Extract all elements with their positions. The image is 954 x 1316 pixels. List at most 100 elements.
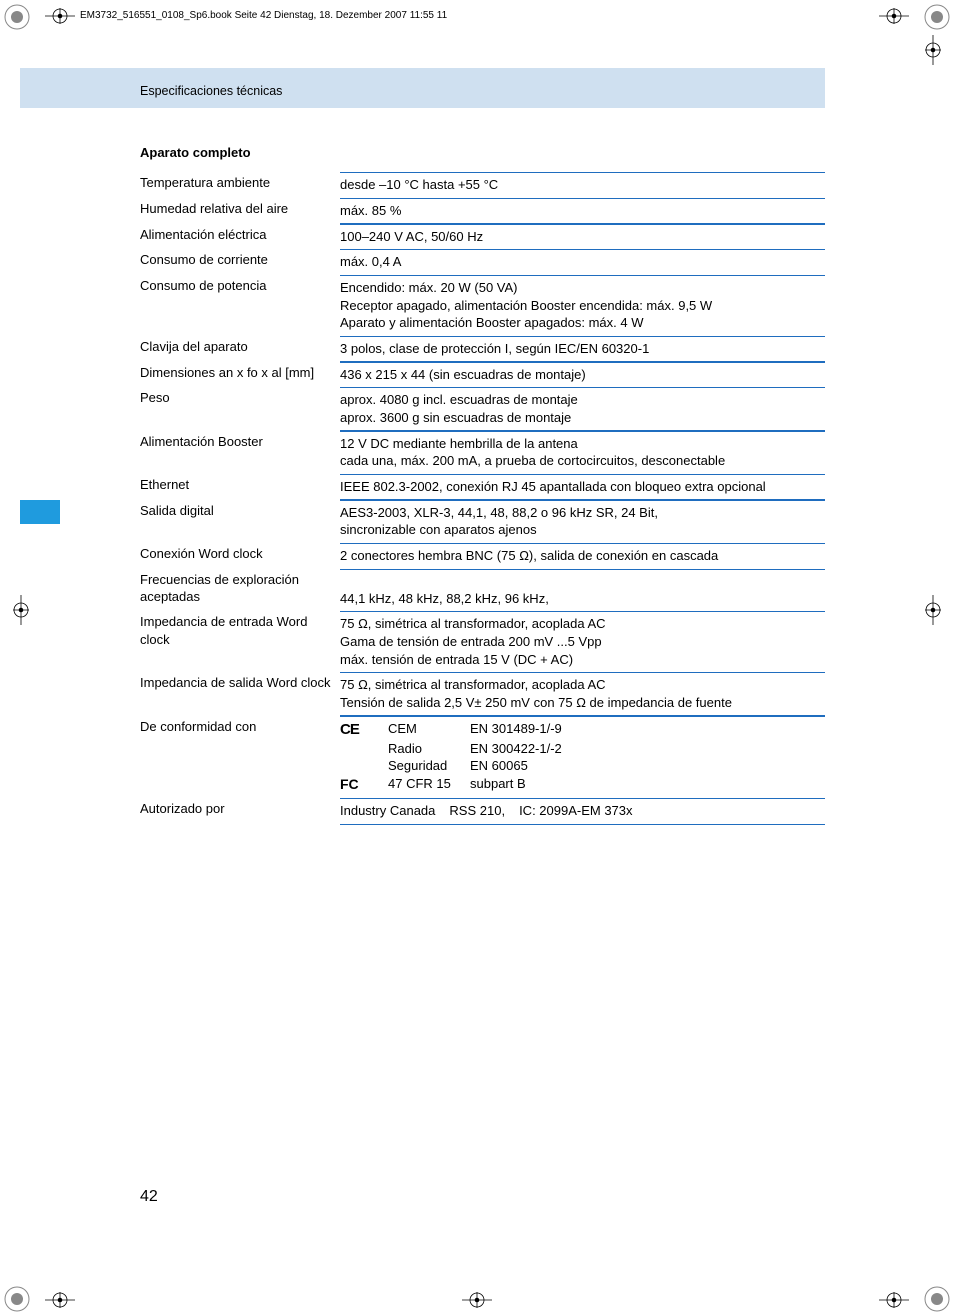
spec-value: Industry CanadaRSS 210,IC: 2099A-EM 373x xyxy=(340,798,825,825)
content-area: Aparato completo Temperatura ambientedes… xyxy=(140,145,825,824)
spec-value-line: AES3-2003, XLR-3, 44,1, 48, 88,2 o 96 kH… xyxy=(340,504,825,522)
spec-value: desde –10 °C hasta +55 °C xyxy=(340,172,825,199)
spec-value: 2 conectores hembra BNC (75 Ω), salida d… xyxy=(340,543,825,570)
spec-value: máx. 85 % xyxy=(340,198,825,225)
spec-value: aprox. 4080 g incl. escuadras de montaje… xyxy=(340,387,825,431)
spec-label: Consumo de potencia xyxy=(140,275,340,295)
spec-label: Impedancia de salida Word clock xyxy=(140,672,340,692)
spec-value-line: 436 x 215 x 44 (sin escuadras de montaje… xyxy=(340,366,825,384)
register-cross-icon xyxy=(462,1290,492,1310)
spec-value: 436 x 215 x 44 (sin escuadras de montaje… xyxy=(340,362,825,389)
spec-label: De conformidad con xyxy=(140,716,340,736)
spec-value-line: Aparato y alimentación Booster apagados:… xyxy=(340,314,825,332)
spec-value: máx. 0,4 A xyxy=(340,249,825,276)
crop-mark-icon xyxy=(922,1284,952,1314)
spec-value-line: 75 Ω, simétrica al transformador, acopla… xyxy=(340,615,825,633)
spec-label: Humedad relativa del aire xyxy=(140,198,340,218)
crop-mark-icon xyxy=(2,2,32,32)
spec-row: Impedancia de entrada Word clock75 Ω, si… xyxy=(140,611,825,672)
register-cross-icon xyxy=(45,1290,75,1310)
register-cross-icon xyxy=(923,595,943,625)
spec-label: Alimentación eléctrica xyxy=(140,224,340,244)
spec-label: Frecuencias de exploración aceptadas xyxy=(140,569,340,606)
register-cross-icon xyxy=(879,1290,909,1310)
spec-value-line: cada una, máx. 200 mA, a prueba de corto… xyxy=(340,452,825,470)
conformity-category: 47 CFR 15 xyxy=(388,775,470,794)
register-cross-icon xyxy=(879,6,909,26)
authorized-part: IC: 2099A-EM 373x xyxy=(519,803,632,818)
conformity-category: CEM xyxy=(388,720,470,740)
side-color-tab xyxy=(20,500,60,524)
spec-label: Ethernet xyxy=(140,474,340,494)
crop-mark-icon xyxy=(922,2,952,32)
spec-row: Consumo de potenciaEncendido: máx. 20 W … xyxy=(140,275,825,336)
section-title: Aparato completo xyxy=(140,145,825,160)
spec-value: 75 Ω, simétrica al transformador, acopla… xyxy=(340,611,825,673)
spec-label: Alimentación Booster xyxy=(140,431,340,451)
spec-value-line: Encendido: máx. 20 W (50 VA) xyxy=(340,279,825,297)
spec-value: 12 V DC mediante hembrilla de la antenac… xyxy=(340,431,825,475)
spec-row: Consumo de corrientemáx. 0,4 A xyxy=(140,249,825,275)
spec-value: Encendido: máx. 20 W (50 VA)Receptor apa… xyxy=(340,275,825,337)
spec-row: Clavija del aparato3 polos, clase de pro… xyxy=(140,336,825,362)
ce-mark-icon: CE xyxy=(340,720,388,740)
header-band: Especificaciones técnicas xyxy=(20,68,825,108)
spec-value-line: Tensión de salida 2,5 V± 250 mV con 75 Ω… xyxy=(340,694,825,712)
spec-value-line: 3 polos, clase de protección I, según IE… xyxy=(340,340,825,358)
spec-label: Peso xyxy=(140,387,340,407)
conformity-category: Seguridad xyxy=(388,757,470,775)
spec-label: Dimensiones an x fo x al [mm] xyxy=(140,362,340,382)
spec-value: 3 polos, clase de protección I, según IE… xyxy=(340,336,825,363)
conformity-standard: subpart B xyxy=(470,775,825,794)
spec-row-authorized: Autorizado por Industry CanadaRSS 210,IC… xyxy=(140,798,825,824)
conformity-standard: EN 301489-1/-9 xyxy=(470,720,825,740)
spec-value-line: máx. 0,4 A xyxy=(340,253,825,271)
spec-value: AES3-2003, XLR-3, 44,1, 48, 88,2 o 96 kH… xyxy=(340,500,825,544)
spec-row: Pesoaprox. 4080 g incl. escuadras de mon… xyxy=(140,387,825,430)
register-cross-icon xyxy=(11,595,31,625)
spec-value-line: 44,1 kHz, 48 kHz, 88,2 kHz, 96 kHz, xyxy=(340,590,825,608)
spec-value: CECEMEN 301489-1/-9 RadioEN 300422-1/-2 … xyxy=(340,716,825,799)
spec-value-line: desde –10 °C hasta +55 °C xyxy=(340,176,825,194)
spec-value: 100–240 V AC, 50/60 Hz xyxy=(340,224,825,251)
spec-row: Temperatura ambientedesde –10 °C hasta +… xyxy=(140,172,825,198)
spec-label: Conexión Word clock xyxy=(140,543,340,563)
register-cross-icon xyxy=(45,6,75,26)
conformity-standard: EN 300422-1/-2 xyxy=(470,740,825,758)
spec-label: Autorizado por xyxy=(140,798,340,818)
spec-value-line: Gama de tensión de entrada 200 mV ...5 V… xyxy=(340,633,825,651)
spec-label: Consumo de corriente xyxy=(140,249,340,269)
spec-label: Clavija del aparato xyxy=(140,336,340,356)
spec-value-line: 2 conectores hembra BNC (75 Ω), salida d… xyxy=(340,547,825,565)
spec-row: Salida digitalAES3-2003, XLR-3, 44,1, 48… xyxy=(140,500,825,543)
spec-value-line: 100–240 V AC, 50/60 Hz xyxy=(340,228,825,246)
crop-mark-icon xyxy=(2,1284,32,1314)
fcc-mark-icon: FC xyxy=(340,775,388,794)
spec-row: Impedancia de salida Word clock75 Ω, sim… xyxy=(140,672,825,715)
blank-cell xyxy=(340,740,388,758)
page-number: 42 xyxy=(140,1188,158,1206)
spec-value-line: aprox. 4080 g incl. escuadras de montaje xyxy=(340,391,825,409)
spec-row: Dimensiones an x fo x al [mm]436 x 215 x… xyxy=(140,362,825,388)
spec-row: Alimentación eléctrica100–240 V AC, 50/6… xyxy=(140,224,825,250)
spec-row: EthernetIEEE 802.3-2002, conexión RJ 45 … xyxy=(140,474,825,500)
spec-value: IEEE 802.3-2002, conexión RJ 45 apantall… xyxy=(340,474,825,501)
spec-value-line: máx. tensión de entrada 15 V (DC + AC) xyxy=(340,651,825,669)
conformity-standard: EN 60065 xyxy=(470,757,825,775)
spec-value-line: 75 Ω, simétrica al transformador, acopla… xyxy=(340,676,825,694)
spec-label: Salida digital xyxy=(140,500,340,520)
spec-row: Frecuencias de exploración aceptadas44,1… xyxy=(140,569,825,612)
conformity-category: Radio xyxy=(388,740,470,758)
spec-value-line: IEEE 802.3-2002, conexión RJ 45 apantall… xyxy=(340,478,825,496)
spec-row: Conexión Word clock2 conectores hembra B… xyxy=(140,543,825,569)
book-meta-line: EM3732_516551_0108_Sp6.book Seite 42 Die… xyxy=(80,10,447,21)
spec-label: Temperatura ambiente xyxy=(140,172,340,192)
spec-value-line: 12 V DC mediante hembrilla de la antena xyxy=(340,435,825,453)
register-cross-icon xyxy=(923,35,943,65)
spec-label: Impedancia de entrada Word clock xyxy=(140,611,340,648)
header-title: Especificaciones técnicas xyxy=(140,84,282,98)
spec-value-line: sincronizable con aparatos ajenos xyxy=(340,521,825,539)
spec-value-line: aprox. 3600 g sin escuadras de montaje xyxy=(340,409,825,427)
authorized-part: Industry Canada xyxy=(340,803,435,818)
spec-row: Humedad relativa del airemáx. 85 % xyxy=(140,198,825,224)
